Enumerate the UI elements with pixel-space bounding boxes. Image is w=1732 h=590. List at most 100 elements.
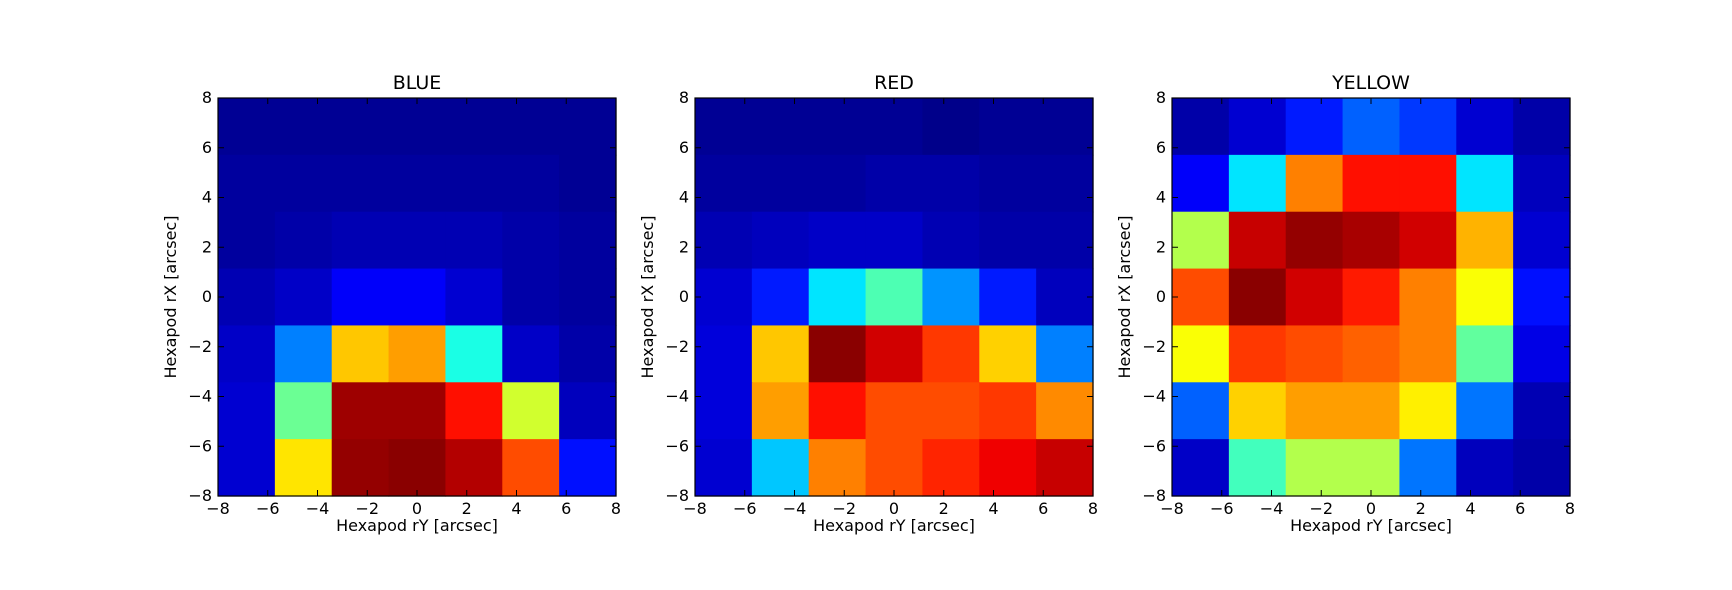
heatmap-cell (1399, 268, 1457, 327)
heatmap-cell (1399, 382, 1457, 440)
heatmap-cell (922, 268, 980, 327)
heatmap-cell (1172, 154, 1230, 213)
heatmap-cell (445, 439, 503, 497)
heatmap-cell (979, 154, 1037, 213)
heatmap-cell (808, 268, 867, 327)
x-tick-label: 0 (889, 499, 899, 518)
y-tick-label: 2 (679, 237, 689, 256)
heatmap-cell (218, 211, 276, 270)
heatmap-cell (1036, 98, 1094, 156)
heatmap-cell (1342, 211, 1401, 270)
heatmap-cell (695, 211, 753, 270)
heatmap-cell (1456, 268, 1514, 327)
heatmap-cell (1399, 154, 1457, 213)
heatmap-cell (331, 98, 390, 156)
heatmap-cell (445, 98, 503, 156)
heatmap-cell (1513, 98, 1571, 156)
heatmap-cell (1456, 211, 1514, 270)
heatmap-cell (1285, 211, 1344, 270)
y-tick-label: 0 (1156, 287, 1166, 306)
x-tick-label: 8 (611, 499, 621, 518)
x-tick-label: −6 (256, 499, 280, 518)
x-tick-label: 6 (1515, 499, 1525, 518)
y-tick-label: 0 (679, 287, 689, 306)
heatmap-cell (1228, 439, 1287, 497)
heatmap-cell (218, 154, 276, 213)
heatmap-cell (751, 382, 810, 440)
heatmap-cell (274, 154, 333, 213)
heatmap-cell (1228, 98, 1287, 156)
heatmap-cells (695, 98, 1094, 497)
y-tick-label: −8 (665, 486, 689, 505)
heatmap-cell (922, 382, 980, 440)
y-tick-label: 8 (679, 88, 689, 107)
heatmap-cell (695, 382, 753, 440)
heatmap-cell (1228, 211, 1287, 270)
x-tick-label: 2 (939, 499, 949, 518)
x-tick-label: 4 (1465, 499, 1475, 518)
x-tick-label: 6 (561, 499, 571, 518)
y-axis-label: Hexapod rX [arcsec] (161, 216, 180, 379)
panel-red: −8 −6 −4 −2 0 2 4 6 8 8 6 4 2 0 −2 −4 −6 −8 RED Hexapod r… (638, 72, 1098, 535)
heatmap-cell (751, 325, 810, 383)
y-tick-label: −6 (1142, 436, 1166, 455)
heatmap-cells (218, 98, 617, 497)
y-tick-label: −6 (665, 436, 689, 455)
heatmap-cell (1399, 439, 1457, 497)
heatmap-cell (559, 382, 617, 440)
heatmap-cell (274, 211, 333, 270)
y-tick-label: −2 (1142, 337, 1166, 356)
heatmap-cell (1342, 268, 1401, 327)
heatmap-cell (502, 211, 560, 270)
x-tick-label: 2 (1416, 499, 1426, 518)
heatmap-cell (1036, 382, 1094, 440)
heatmap-cell (922, 98, 980, 156)
heatmap-cell (865, 439, 924, 497)
chart-title: BLUE (393, 72, 442, 94)
y-tick-label: 0 (202, 287, 212, 306)
heatmap-cell (388, 211, 447, 270)
heatmap-cell (445, 268, 503, 327)
heatmap-cell (1172, 325, 1230, 383)
heatmap-cell (1172, 211, 1230, 270)
panel-blue: −8 −6 −4 −2 0 2 4 6 8 8 6 4 2 0 −2 −4 −6 −8 BLUE Hexapod … (161, 72, 621, 535)
heatmap-cell (559, 325, 617, 383)
heatmap-cells (1172, 98, 1571, 497)
heatmap-cell (1172, 98, 1230, 156)
heatmap-cell (1036, 325, 1094, 383)
heatmap-cell (751, 268, 810, 327)
heatmap-cell (695, 154, 753, 213)
x-tick-label: 2 (462, 499, 472, 518)
heatmap-cell (1399, 211, 1457, 270)
heatmap-cell (922, 211, 980, 270)
heatmap-cell (1228, 154, 1287, 213)
chart-title: RED (874, 72, 914, 94)
heatmap-cell (1285, 98, 1344, 156)
heatmap-cell (922, 325, 980, 383)
heatmap-cell (388, 268, 447, 327)
heatmap-cell (1036, 268, 1094, 327)
heatmap-cell (445, 154, 503, 213)
heatmap-cell (1036, 211, 1094, 270)
x-tick-label: 4 (511, 499, 521, 518)
x-axis-label: Hexapod rY [arcsec] (336, 516, 498, 535)
heatmap-cell (1513, 154, 1571, 213)
heatmap-cell (808, 211, 867, 270)
heatmap-cell (1513, 439, 1571, 497)
x-tick-label: −2 (832, 499, 856, 518)
heatmap-cell (1172, 268, 1230, 327)
heatmap-cell (1456, 98, 1514, 156)
heatmap-cell (865, 98, 924, 156)
heatmap-cell (331, 439, 390, 497)
x-tick-label: −6 (733, 499, 757, 518)
heatmap-cell (1228, 382, 1287, 440)
y-tick-label: 4 (679, 188, 689, 207)
heatmap-cell (1172, 382, 1230, 440)
heatmap-cell (751, 439, 810, 497)
heatmap-cell (1342, 154, 1401, 213)
heatmap-cell (808, 98, 867, 156)
heatmap-cell (331, 325, 390, 383)
heatmap-cell (979, 439, 1037, 497)
heatmap-cell (695, 98, 753, 156)
heatmap-cell (922, 154, 980, 213)
